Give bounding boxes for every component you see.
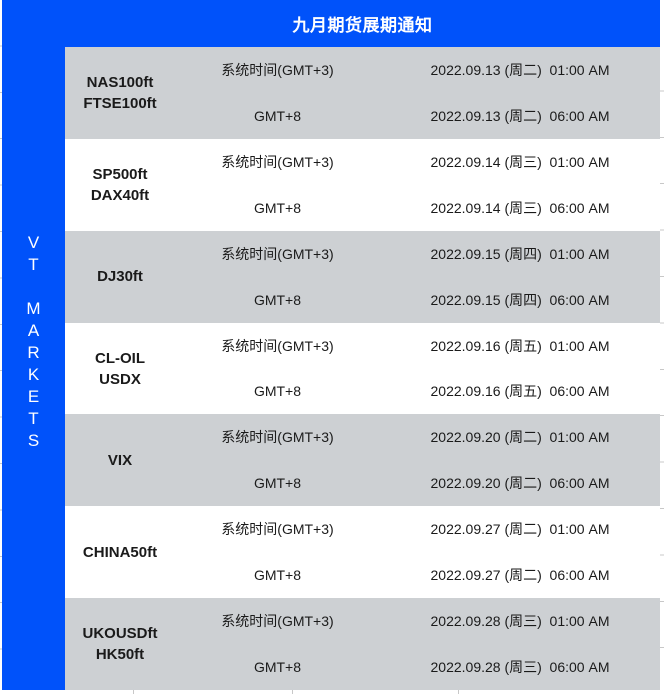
- instrument-name: HK50ft: [95, 646, 145, 664]
- brand-letter: T: [28, 409, 39, 428]
- instrument-cell: DJ30ft: [65, 231, 175, 323]
- zone-label: 系统时间(GMT+3): [221, 429, 334, 446]
- instrument-name: DJ30ft: [97, 268, 143, 286]
- datetime-column: 2022.09.14 (周三) 01:00 AM 2022.09.14 (周三)…: [380, 139, 660, 231]
- zone-label: 系统时间(GMT+3): [221, 153, 334, 170]
- datetime-value: 2022.09.27 (周二) 06:00 AM: [430, 567, 610, 584]
- table-row: UKOUSDft HK50ft 系统时间(GMT+3) GMT+8 2022.09…: [65, 598, 660, 691]
- zone-label: GMT+8: [253, 567, 302, 584]
- instrument-name: DAX40ft: [90, 186, 150, 204]
- table-row: CHINA50ft 系统时间(GMT+3) GMT+8 2022.09.27 (…: [65, 506, 660, 599]
- instrument-name: USDX: [99, 370, 141, 388]
- zone-label: 系统时间(GMT+3): [221, 521, 334, 538]
- instrument-cell: NAS100ft FTSE100ft: [65, 47, 175, 139]
- datetime-value: 2022.09.13 (周二) 01:00 AM: [430, 61, 610, 78]
- instrument-name: CHINA50ft: [82, 543, 158, 561]
- brand-letter: R: [27, 343, 40, 362]
- instrument-name: CL-OIL: [95, 349, 145, 367]
- zone-label: 系统时间(GMT+3): [221, 613, 334, 630]
- datetime-value: 2022.09.20 (周二) 01:00 AM: [430, 429, 610, 446]
- instrument-cell: CL-OIL USDX: [65, 323, 175, 415]
- zone-label: GMT+8: [253, 107, 302, 124]
- brand-word-gap: [2, 276, 65, 298]
- brand-letter: M: [26, 299, 41, 318]
- rollover-table: NAS100ft FTSE100ft 系统时间(GMT+3) GMT+8 2022…: [65, 47, 660, 691]
- zone-column: 系统时间(GMT+3) GMT+8: [175, 598, 380, 690]
- datetime-value: 2022.09.27 (周二) 01:00 AM: [430, 521, 610, 538]
- gridline-strip-left: [0, 0, 2, 690]
- brand-letter: S: [27, 431, 40, 450]
- zone-label: GMT+8: [253, 475, 302, 492]
- instrument-cell: CHINA50ft: [65, 506, 175, 598]
- datetime-value: 2022.09.13 (周二) 06:00 AM: [430, 107, 610, 124]
- datetime-value: 2022.09.28 (周三) 06:00 AM: [430, 659, 610, 676]
- datetime-value: 2022.09.16 (周五) 06:00 AM: [430, 383, 610, 400]
- datetime-value: 2022.09.15 (周四) 06:00 AM: [430, 291, 610, 308]
- gridline-strip-bottom: [0, 690, 664, 694]
- datetime-column: 2022.09.28 (周三) 01:00 AM 2022.09.28 (周三)…: [380, 598, 660, 690]
- zone-column: 系统时间(GMT+3) GMT+8: [175, 323, 380, 415]
- datetime-value: 2022.09.14 (周三) 01:00 AM: [430, 153, 610, 170]
- instrument-cell: SP500ft DAX40ft: [65, 139, 175, 231]
- datetime-value: 2022.09.20 (周二) 06:00 AM: [430, 475, 610, 492]
- table-row: DJ30ft 系统时间(GMT+3) GMT+8 2022.09.15 (周四)…: [65, 230, 660, 323]
- zone-label: GMT+8: [253, 659, 302, 676]
- instrument-name: NAS100ft: [86, 73, 154, 91]
- brand-letter: T: [28, 255, 39, 274]
- table-row: SP500ft DAX40ft 系统时间(GMT+3) GMT+8 2022.09…: [65, 138, 660, 231]
- datetime-value: 2022.09.15 (周四) 01:00 AM: [430, 245, 610, 262]
- brand-letter: E: [27, 387, 40, 406]
- zone-column: 系统时间(GMT+3) GMT+8: [175, 506, 380, 598]
- table-row: NAS100ft FTSE100ft 系统时间(GMT+3) GMT+8 2022…: [65, 47, 660, 139]
- datetime-column: 2022.09.27 (周二) 01:00 AM 2022.09.27 (周二)…: [380, 506, 660, 598]
- zone-label: 系统时间(GMT+3): [221, 61, 334, 78]
- instrument-name: UKOUSDft: [82, 625, 158, 643]
- zone-label: 系统时间(GMT+3): [221, 337, 334, 354]
- datetime-column: 2022.09.13 (周二) 01:00 AM 2022.09.13 (周二)…: [380, 47, 660, 139]
- zone-label: GMT+8: [253, 383, 302, 400]
- zone-column: 系统时间(GMT+3) GMT+8: [175, 139, 380, 231]
- datetime-column: 2022.09.15 (周四) 01:00 AM 2022.09.15 (周四)…: [380, 231, 660, 323]
- table-row: CL-OIL USDX 系统时间(GMT+3) GMT+8 2022.09.16 …: [65, 322, 660, 415]
- zone-label: GMT+8: [253, 199, 302, 216]
- table-row: VIX 系统时间(GMT+3) GMT+8 2022.09.20 (周二) 01…: [65, 414, 660, 507]
- instrument-name: FTSE100ft: [83, 94, 157, 112]
- datetime-value: 2022.09.16 (周五) 01:00 AM: [430, 337, 610, 354]
- zone-column: 系统时间(GMT+3) GMT+8: [175, 47, 380, 139]
- instrument-cell: VIX: [65, 414, 175, 506]
- gridline-strip-right: [660, 45, 664, 690]
- zone-column: 系统时间(GMT+3) GMT+8: [175, 231, 380, 323]
- page-title: 九月期货展期通知: [292, 16, 433, 35]
- zone-label: GMT+8: [253, 291, 302, 308]
- instrument-name: VIX: [107, 451, 133, 469]
- brand-letter: K: [27, 365, 40, 384]
- instrument-name: SP500ft: [92, 165, 148, 183]
- brand-letter: A: [27, 321, 40, 340]
- zone-label: 系统时间(GMT+3): [221, 245, 334, 262]
- header-bar: 九月期货展期通知: [2, 0, 660, 47]
- instrument-cell: UKOUSDft HK50ft: [65, 598, 175, 690]
- datetime-value: 2022.09.14 (周三) 06:00 AM: [430, 199, 610, 216]
- datetime-column: 2022.09.16 (周五) 01:00 AM 2022.09.16 (周五)…: [380, 323, 660, 415]
- brand-letter: V: [27, 233, 40, 252]
- datetime-column: 2022.09.20 (周二) 01:00 AM 2022.09.20 (周二)…: [380, 414, 660, 506]
- zone-column: 系统时间(GMT+3) GMT+8: [175, 414, 380, 506]
- datetime-value: 2022.09.28 (周三) 01:00 AM: [430, 613, 610, 630]
